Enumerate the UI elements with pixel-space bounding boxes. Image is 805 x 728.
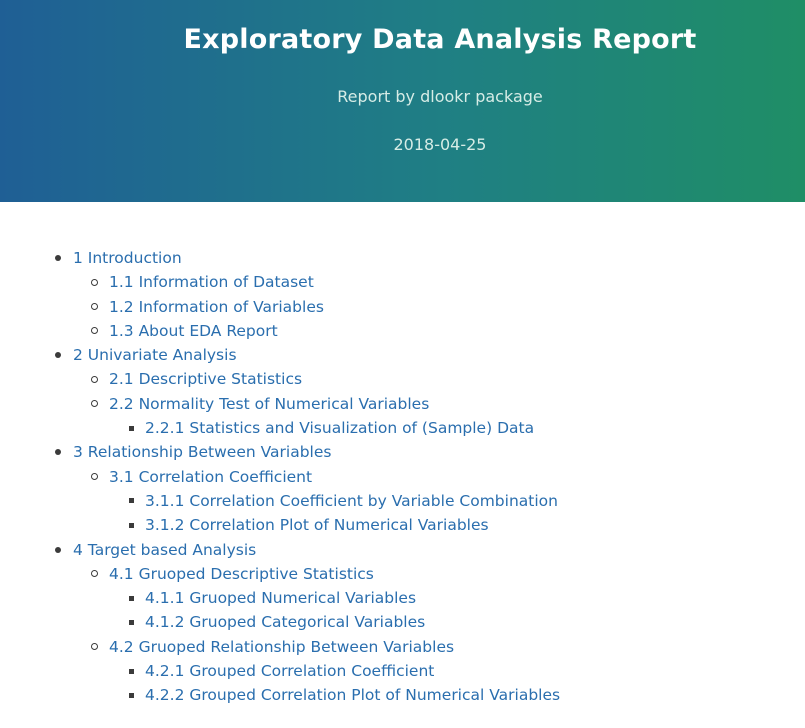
circle-bullet-icon: [91, 400, 98, 408]
disc-bullet-icon: [55, 255, 61, 261]
report-title: Exploratory Data Analysis Report: [183, 24, 697, 55]
report-subtitle: Report by dlookr package: [337, 87, 543, 106]
toc-item-level-2: 2.1 Descriptive Statistics: [0, 367, 805, 391]
toc-item-level-3: 2.2.1 Statistics and Visualization of (S…: [0, 416, 805, 440]
toc-link[interactable]: 4 Target based Analysis: [73, 540, 257, 559]
toc-item-level-2: 2.2 Normality Test of Numerical Variable…: [0, 392, 805, 416]
toc-link[interactable]: 4.1.1 Gruoped Numerical Variables: [145, 589, 417, 608]
circle-bullet-icon: [91, 303, 98, 311]
toc-link[interactable]: 2.1 Descriptive Statistics: [109, 370, 303, 389]
toc-item-level-1: 4 Target based Analysis: [0, 538, 805, 562]
toc-link[interactable]: 4.1.2 Gruoped Categorical Variables: [145, 613, 426, 632]
circle-bullet-icon: [91, 643, 98, 651]
toc-item-level-3: 4.1.1 Gruoped Numerical Variables: [0, 586, 805, 610]
toc-link[interactable]: 1 Introduction: [73, 249, 182, 267]
toc-item-level-3: 4.1.2 Gruoped Categorical Variables: [0, 610, 805, 634]
disc-bullet-icon: [55, 546, 61, 553]
toc-list: 1 Introduction 1.1 Information of Dataset…: [0, 246, 805, 708]
toc-link[interactable]: 2.2.1 Statistics and Visualization of (S…: [145, 419, 535, 438]
square-bullet-icon: [129, 498, 134, 504]
table-of-contents: 1 Introduction 1.1 Information of Dataset…: [0, 246, 805, 708]
toc-link[interactable]: 3.1.1 Correlation Coefficient by Variabl…: [145, 491, 558, 510]
toc-item-level-2: 3.1 Correlation Coefficient: [0, 465, 805, 489]
disc-bullet-icon: [55, 449, 61, 456]
circle-bullet-icon: [91, 278, 98, 286]
toc-link[interactable]: 4.2.1 Grouped Correlation Coefficient: [145, 662, 435, 681]
toc-item-level-2: 1.3 About EDA Report: [0, 319, 805, 343]
toc-item-level-1: 2 Univariate Analysis: [0, 343, 805, 367]
square-bullet-icon: [129, 668, 134, 674]
toc-link[interactable]: 1.2 Information of Variables: [109, 297, 324, 316]
toc-link[interactable]: 1.1 Information of Dataset: [109, 273, 314, 292]
toc-item-level-3: 4.2.1 Grouped Correlation Coefficient: [0, 659, 805, 683]
square-bullet-icon: [129, 425, 134, 431]
toc-item-level-2: 4.1 Gruoped Descriptive Statistics: [0, 562, 805, 586]
toc-item-level-3: 3.1.1 Correlation Coefficient by Variabl…: [0, 489, 805, 513]
disc-bullet-icon: [55, 352, 61, 359]
toc-item-level-2: 1.2 Information of Variables: [0, 295, 805, 319]
toc-item-level-3: 3.1.2 Correlation Plot of Numerical Vari…: [0, 513, 805, 537]
toc-item-level-3: 4.2.2 Grouped Correlation Plot of Numeri…: [0, 683, 805, 707]
circle-bullet-icon: [91, 473, 98, 481]
toc-link[interactable]: 2.2 Normality Test of Numerical Variable…: [109, 394, 430, 413]
toc-link[interactable]: 4.2 Gruoped Relationship Between Variabl…: [109, 637, 455, 656]
square-bullet-icon: [129, 692, 134, 698]
toc-link[interactable]: 4.1 Gruoped Descriptive Statistics: [109, 564, 374, 583]
toc-link[interactable]: 4.2.2 Grouped Correlation Plot of Numeri…: [145, 686, 561, 705]
toc-link[interactable]: 3.1.2 Correlation Plot of Numerical Vari…: [145, 516, 489, 535]
square-bullet-icon: [129, 522, 134, 528]
square-bullet-icon: [129, 595, 134, 601]
toc-link[interactable]: 2 Univariate Analysis: [73, 346, 237, 365]
toc-link[interactable]: 3.1 Correlation Coefficient: [109, 467, 313, 486]
report-header: Exploratory Data Analysis Report Report …: [0, 0, 805, 202]
circle-bullet-icon: [91, 327, 98, 335]
toc-link[interactable]: 3 Relationship Between Variables: [73, 443, 332, 462]
toc-item-level-2: 1.1 Information of Dataset: [0, 270, 805, 294]
square-bullet-icon: [129, 619, 134, 625]
circle-bullet-icon: [91, 375, 98, 383]
circle-bullet-icon: [91, 570, 98, 578]
toc-item-level-2: 4.2 Gruoped Relationship Between Variabl…: [0, 635, 805, 659]
toc-item-level-1: 3 Relationship Between Variables: [0, 440, 805, 464]
toc-item-level-1: 1 Introduction: [0, 246, 805, 270]
toc-link[interactable]: 1.3 About EDA Report: [109, 321, 278, 340]
report-date: 2018-04-25: [393, 135, 487, 154]
